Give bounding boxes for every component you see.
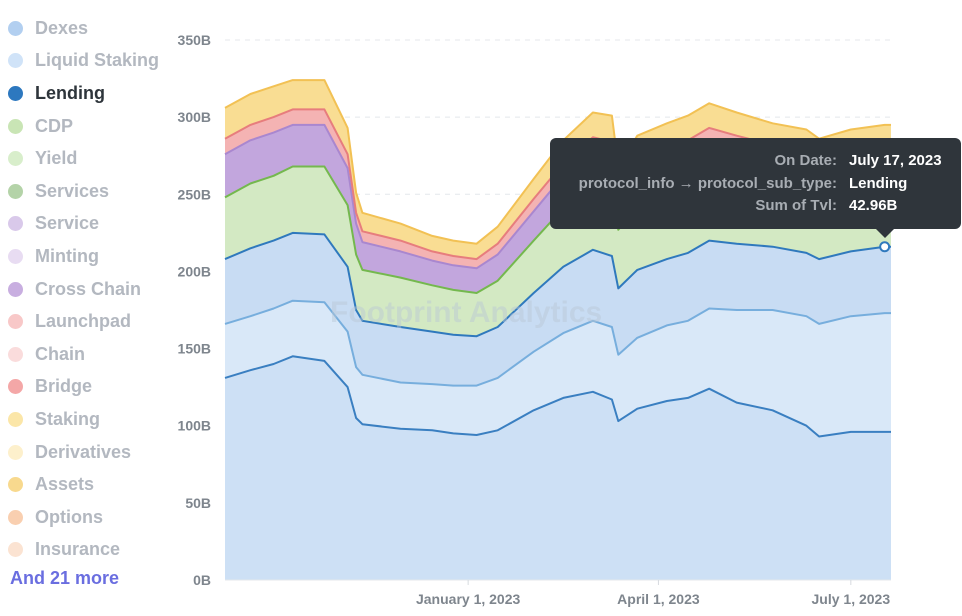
legend-label: Insurance xyxy=(35,539,121,560)
legend-item-dexes[interactable]: Dexes xyxy=(8,12,208,45)
legend-label: Services xyxy=(35,180,110,201)
y-tick-label: 350B xyxy=(178,32,211,48)
tooltip-value: Lending xyxy=(849,174,908,192)
legend-label: Lending xyxy=(35,82,105,103)
line-lending xyxy=(224,231,891,338)
tooltip-key: Sum of Tvl: xyxy=(755,197,837,214)
legend-item-options[interactable]: Options xyxy=(8,501,208,534)
line-dexes xyxy=(224,355,891,438)
legend-label: Options xyxy=(35,506,103,527)
line-liquid-staking xyxy=(224,299,891,387)
tooltip-value: July 17, 2023 xyxy=(849,152,942,169)
legend-label: CDP xyxy=(35,115,74,136)
legend-dot-icon xyxy=(8,216,23,232)
legend-dot-icon xyxy=(8,411,23,427)
tooltip-row-category: protocol_info → protocol_sub_type: Lendi… xyxy=(566,173,945,196)
y-tick-label: 150B xyxy=(178,341,211,357)
legend-dot-icon xyxy=(8,151,23,167)
legend-item-service[interactable]: Service xyxy=(8,208,208,241)
legend-dot-icon xyxy=(8,281,23,297)
x-axis-ticks: January 1, 2023 April 1, 2023 July 1, 2023 xyxy=(225,579,891,607)
legend-label: Bridge xyxy=(35,376,93,397)
legend-dot-icon xyxy=(8,183,23,199)
legend-item-yield[interactable]: Yield xyxy=(8,142,208,175)
area-dexes xyxy=(225,356,891,580)
legend-dot-icon xyxy=(8,85,23,101)
y-tick-label: 100B xyxy=(178,418,211,434)
legend-dot-icon xyxy=(8,118,23,134)
watermark-text: Footprint Analytics xyxy=(330,296,602,329)
legend-label: Assets xyxy=(35,474,95,495)
legend-dot-icon xyxy=(8,509,23,525)
legend-item-chain[interactable]: Chain xyxy=(8,338,208,371)
legend-item-cross-chain[interactable]: Cross Chain xyxy=(8,273,208,306)
y-tick-label: 50B xyxy=(185,495,211,511)
legend-dot-icon xyxy=(8,444,23,460)
legend-item-liquid-staking[interactable]: Liquid Staking xyxy=(8,45,208,78)
legend-label: Chain xyxy=(35,343,86,364)
legend-dot-icon xyxy=(8,53,23,69)
legend-item-insurance[interactable]: Insurance xyxy=(8,534,208,567)
legend-dot-icon xyxy=(8,248,23,264)
legend-label: Cross Chain xyxy=(35,278,142,299)
highlight-point[interactable] xyxy=(879,241,891,253)
tooltip-key: On Date: xyxy=(774,152,837,169)
legend-label: Derivatives xyxy=(35,441,132,462)
area-lending xyxy=(225,232,891,386)
tooltip-value: 42.96B xyxy=(849,197,898,214)
legend-item-launchpad[interactable]: Launchpad xyxy=(8,305,208,338)
legend-label: Minting xyxy=(35,245,99,266)
tooltip-pointer xyxy=(876,229,894,238)
legend-label: Staking xyxy=(35,408,101,429)
legend-item-lending[interactable]: Lending xyxy=(8,77,208,110)
legend-item-cdp[interactable]: CDP xyxy=(8,110,208,143)
legend-more-link[interactable]: And 21 more xyxy=(10,568,120,588)
y-tick-label: 0B xyxy=(193,572,211,588)
legend-label: Dexes xyxy=(35,17,89,38)
legend: Dexes Liquid Staking Lending CDP Yield Servic… xyxy=(8,12,208,566)
x-tick-label: April 1, 2023 xyxy=(617,591,700,607)
area-liquid-staking xyxy=(225,300,891,437)
legend-item-derivatives[interactable]: Derivatives xyxy=(8,436,208,469)
legend-dot-icon xyxy=(8,314,23,330)
legend-label: Liquid Staking xyxy=(35,50,159,71)
legend-item-minting[interactable]: Minting xyxy=(8,240,208,273)
tooltip-row-date: On Date: July 17, 2023 xyxy=(566,150,945,173)
legend-dot-icon xyxy=(8,346,23,362)
legend-dot-icon xyxy=(8,20,23,36)
y-tick-label: 250B xyxy=(178,186,211,202)
y-axis-ticks: 0B 50B 100B 150B 200B 250B 300B 350B xyxy=(178,32,211,588)
tooltip-row-value: Sum of Tvl: 42.96B xyxy=(566,195,945,218)
legend-dot-icon xyxy=(8,477,23,493)
legend-item-bridge[interactable]: Bridge xyxy=(8,371,208,404)
legend-label: Launchpad xyxy=(35,311,132,332)
y-tick-label: 200B xyxy=(178,263,211,279)
legend-item-staking[interactable]: Staking xyxy=(8,403,208,436)
legend-dot-icon xyxy=(8,379,23,395)
tooltip: On Date: July 17, 2023 protocol_info → p… xyxy=(550,138,961,238)
tooltip-key: protocol_info → protocol_sub_type: xyxy=(578,174,837,192)
highlight-markers xyxy=(879,241,891,253)
y-tick-label: 300B xyxy=(178,109,211,125)
legend-label: Service xyxy=(35,213,100,234)
legend-item-assets[interactable]: Assets xyxy=(8,468,208,501)
legend-item-services[interactable]: Services xyxy=(8,175,208,208)
x-tick-label: July 1, 2023 xyxy=(812,591,891,607)
x-tick-label: January 1, 2023 xyxy=(416,591,521,607)
legend-dot-icon xyxy=(8,542,23,558)
legend-label: Yield xyxy=(35,148,78,169)
